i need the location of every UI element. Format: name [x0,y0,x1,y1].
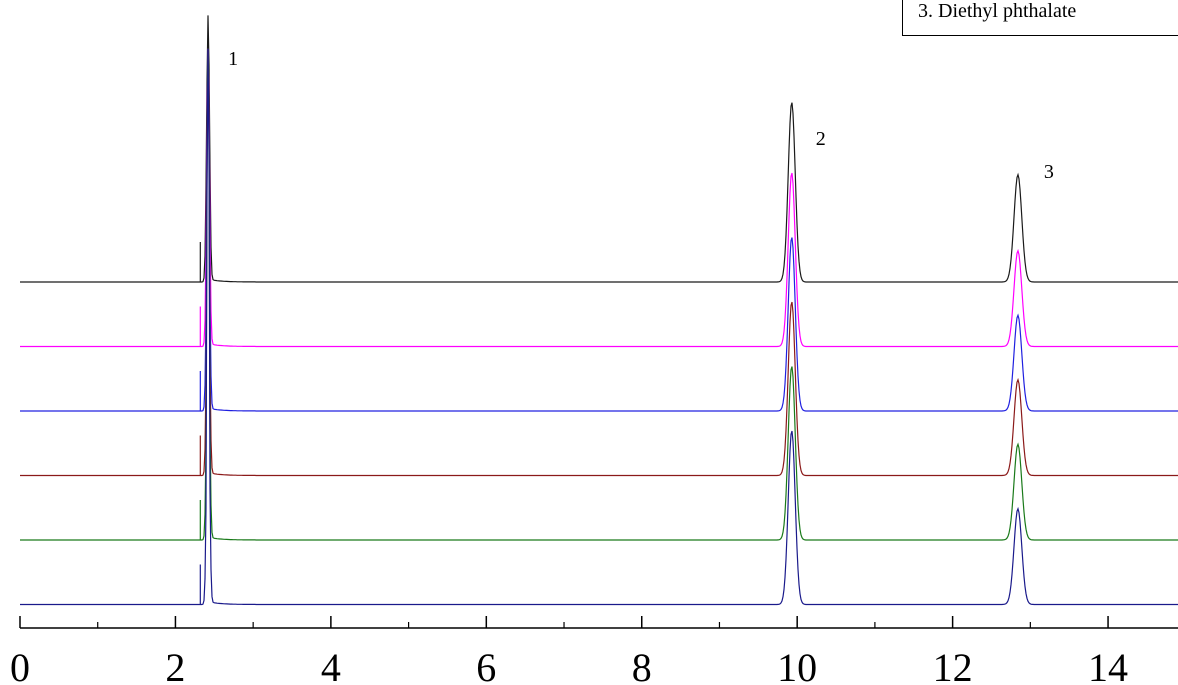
peak-labels: 1 2 3 [228,48,1054,183]
x-tick-label: 10 [777,645,817,685]
x-tick-label: 0 [10,645,30,685]
x-tick-label: 8 [632,645,652,685]
peak-label: 2 [816,128,826,150]
series-line [20,48,1178,477]
legend-text: 3. Diethyl phthalate [918,0,1077,22]
series-line [20,48,1178,606]
peak-label: 1 [228,48,238,70]
x-tick-label: 4 [321,645,341,685]
series-line [20,48,1178,541]
x-tick-label: 2 [165,645,185,685]
legend-box [902,0,1178,36]
x-axis: 0 2 4 6 8 10 12 14 [10,616,1178,685]
series-line [20,15,1178,283]
series-line [20,48,1178,412]
x-tick-label: 14 [1088,645,1128,685]
traces [20,15,1178,606]
x-tick-label: 6 [476,645,496,685]
peak-label: 3 [1044,161,1054,183]
x-tick-label: 12 [933,645,973,685]
series-line [20,48,1178,348]
